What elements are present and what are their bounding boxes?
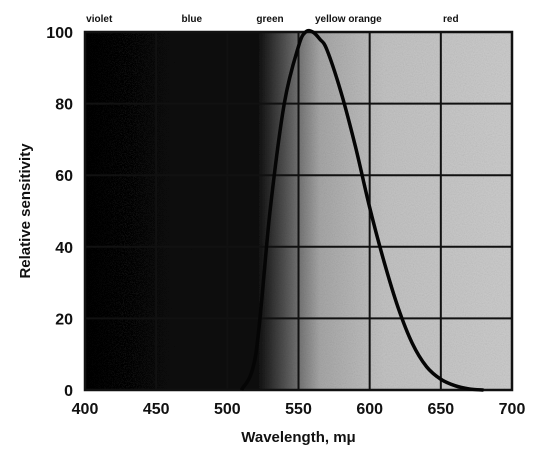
plot-frame	[83, 30, 514, 392]
x-tick-label: 700	[499, 401, 526, 418]
grid-lines	[83, 30, 514, 392]
curve-layer	[239, 28, 484, 392]
color-band-label: red	[443, 14, 459, 25]
y-tick-label: 20	[55, 311, 73, 328]
y-tick-label: 60	[55, 168, 73, 185]
y-tick-label: 0	[64, 383, 73, 400]
x-axis-ticks: 400 450 500 550 600 650 700	[72, 401, 526, 418]
y-tick-label: 40	[55, 240, 73, 257]
y-tick-label: 80	[55, 97, 73, 114]
color-band-label: yellow orange	[315, 14, 382, 25]
y-axis-ticks: 0 20 40 60 80 100	[46, 25, 73, 400]
x-axis-label: Wavelength, mμ	[241, 429, 355, 446]
y-axis-label: Relative sensitivity	[17, 143, 34, 279]
y-tick-label: 100	[46, 25, 73, 42]
color-band-label: blue	[181, 14, 202, 25]
x-tick-label: 450	[143, 401, 170, 418]
x-tick-label: 500	[214, 401, 241, 418]
color-band-label: violet	[86, 14, 113, 25]
x-tick-label: 400	[72, 401, 99, 418]
color-band-label: green	[256, 14, 283, 25]
color-band-labels: violet blue green yellow orange red	[86, 14, 458, 25]
x-tick-label: 600	[356, 401, 383, 418]
sensitivity-curve	[239, 28, 484, 392]
x-tick-label: 550	[285, 401, 312, 418]
x-tick-label: 650	[427, 401, 454, 418]
